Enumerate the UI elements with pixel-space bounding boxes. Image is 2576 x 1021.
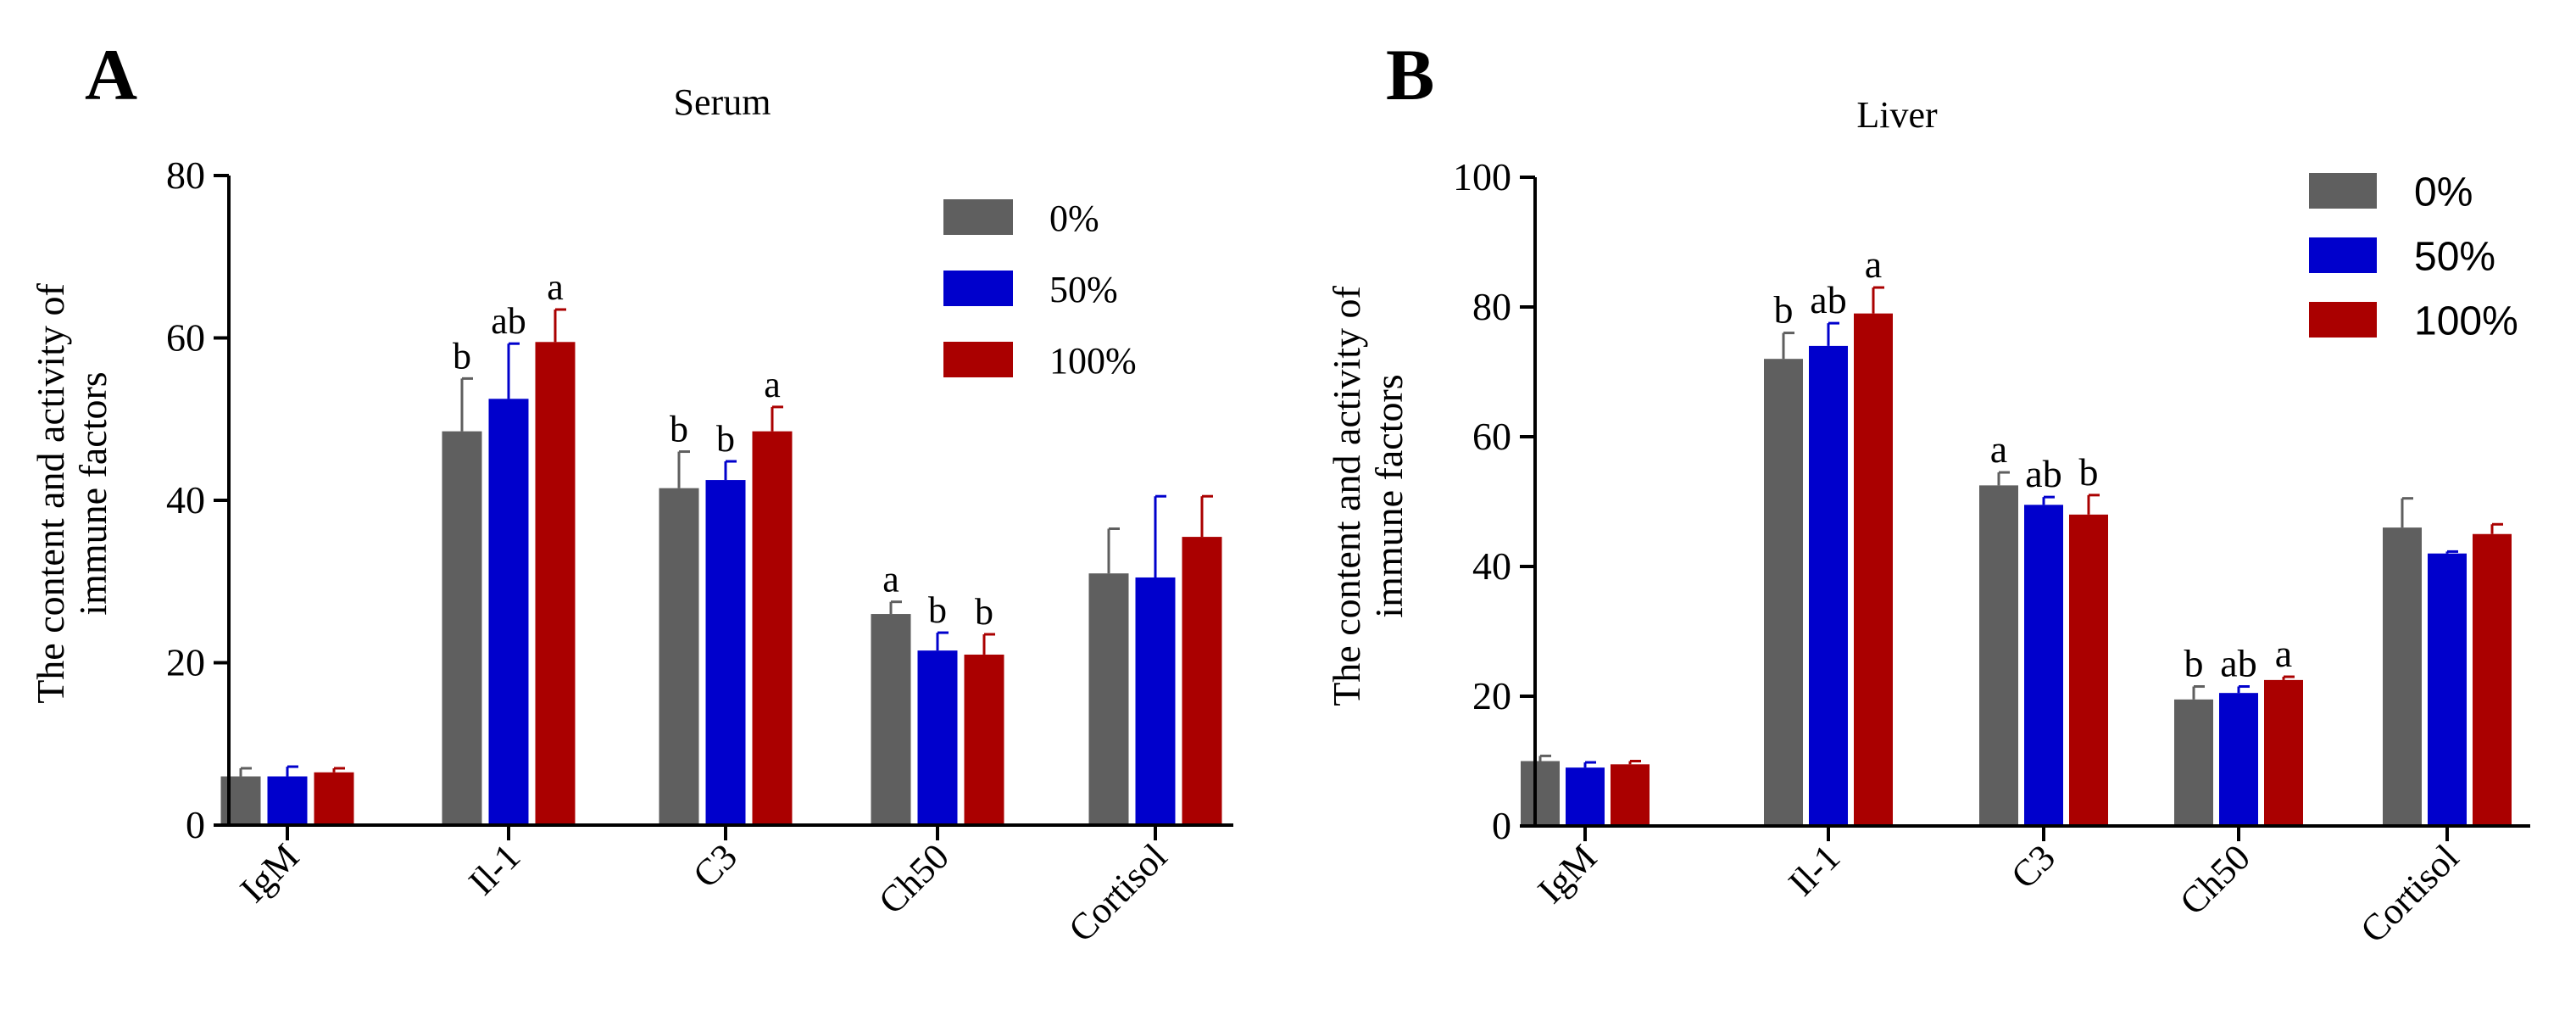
bar: [1979, 485, 2018, 826]
significance-letter: b: [453, 335, 471, 377]
x-tick-label: IgM: [232, 835, 307, 910]
panel-letter-b: B: [1386, 34, 1434, 115]
legend-label: 100%: [2414, 298, 2518, 343]
bar: [314, 772, 354, 825]
significance-letter: b: [1774, 288, 1794, 332]
x-tick-label: Cortisol: [2352, 836, 2467, 951]
bar: [1566, 767, 1605, 826]
y-axis-label-line-2: immune factors: [1367, 374, 1410, 617]
panel-a: A Serum The content and activity of immu…: [29, 34, 1233, 950]
bar: [1854, 313, 1893, 826]
legend-swatch: [943, 342, 1013, 377]
y-tick-label: 20: [1472, 674, 1511, 717]
significance-letter: ab: [1810, 278, 1846, 321]
legend-label: 50%: [2414, 234, 2495, 279]
bar: [267, 776, 308, 825]
bar: [2383, 527, 2422, 826]
chart-title-serum: Serum: [674, 81, 771, 123]
x-tick-label: Ch50: [2172, 836, 2258, 923]
significance-letter: a: [1990, 427, 2007, 471]
legend-label: 0%: [2414, 170, 2473, 215]
legend-swatch: [2309, 237, 2377, 273]
bar: [1611, 764, 1650, 826]
bar: [1809, 345, 1848, 826]
bar: [488, 399, 529, 825]
x-tick-label: IgM: [1530, 836, 1605, 911]
significance-letter: a: [764, 364, 781, 405]
bar: [2024, 505, 2063, 826]
x-tick-label: Cortisol: [1060, 835, 1175, 950]
significance-letter: a: [882, 559, 899, 600]
significance-letter: b: [975, 591, 993, 633]
y-tick-label: 0: [1492, 804, 1511, 847]
bar: [917, 650, 958, 825]
bar: [1088, 573, 1129, 825]
bar: [2069, 514, 2108, 826]
legend-swatch: [2309, 173, 2377, 209]
bar: [220, 776, 261, 825]
bar: [2473, 533, 2512, 826]
bar: [2219, 693, 2258, 826]
y-tick-label: 80: [1472, 285, 1511, 328]
chart-title-liver: Liver: [1856, 94, 1938, 136]
y-tick-label: 0: [186, 803, 205, 846]
significance-letter: a: [2275, 632, 2292, 675]
y-axis-label-line-2: immune factors: [71, 371, 114, 615]
y-tick-label: 80: [166, 153, 205, 197]
significance-letter: a: [547, 266, 564, 308]
legend-label: 50%: [1049, 269, 1118, 310]
legend-swatch: [943, 271, 1013, 306]
bar: [2264, 679, 2303, 826]
y-tick-label: 60: [1472, 415, 1511, 458]
x-tick-label: Ch50: [871, 835, 957, 922]
bar: [442, 431, 482, 825]
y-axis-label-line-1: The content and activity of: [1325, 286, 1368, 706]
bar: [871, 614, 911, 825]
bar: [659, 488, 699, 825]
bar: [752, 431, 793, 825]
significance-letter: b: [670, 409, 688, 450]
x-tick-label: C3: [685, 835, 745, 895]
y-tick-label: 40: [1472, 544, 1511, 588]
bar: [705, 480, 746, 825]
bar: [2174, 699, 2213, 826]
significance-letter: ab: [2220, 642, 2256, 685]
bar: [1521, 761, 1560, 826]
legend-swatch: [2309, 302, 2377, 338]
bar: [964, 654, 1004, 825]
bar: [1182, 537, 1222, 825]
panel-letter-a: A: [85, 34, 137, 115]
y-axis-label-line-1: The content and activity of: [29, 283, 72, 704]
y-tick-label: 20: [166, 641, 205, 684]
x-tick-label: Il-1: [1780, 836, 1848, 904]
bar: [1135, 577, 1176, 825]
legend-label: 0%: [1049, 198, 1099, 239]
significance-letter: b: [2079, 450, 2099, 494]
significance-letter: b: [716, 418, 735, 460]
y-tick-label: 40: [166, 478, 205, 522]
bar: [2428, 553, 2467, 826]
x-tick-label: C3: [2003, 836, 2063, 896]
x-tick-label: Il-1: [460, 835, 528, 903]
bar: [535, 342, 576, 826]
panel-b: B Liver The content and activity of immu…: [1325, 34, 2530, 951]
bar: [1764, 359, 1803, 826]
significance-letter: a: [1865, 243, 1882, 286]
significance-letter: ab: [2025, 452, 2061, 495]
significance-letter: b: [928, 589, 947, 631]
y-tick-label: 60: [166, 316, 205, 360]
significance-letter: ab: [491, 300, 526, 342]
significance-letter: b: [2184, 642, 2204, 685]
legend-label: 100%: [1049, 340, 1137, 382]
y-tick-label: 100: [1453, 155, 1511, 198]
legend-swatch: [943, 199, 1013, 235]
